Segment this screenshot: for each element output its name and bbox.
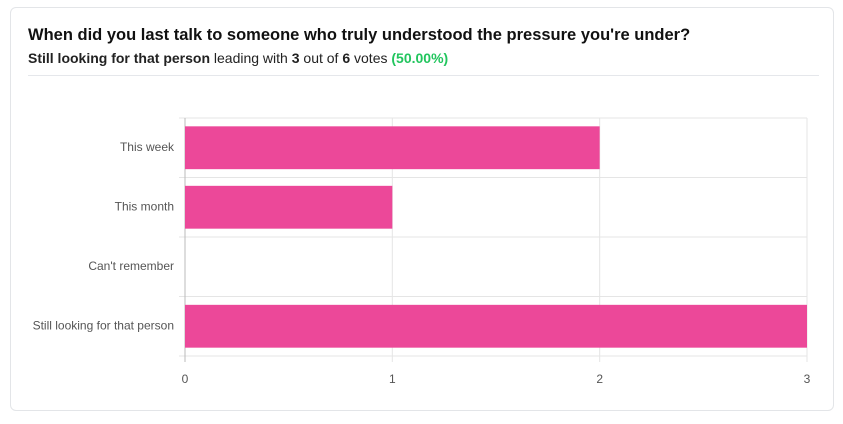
summary-text: out of (303, 50, 339, 66)
bar (185, 185, 393, 229)
x-tick-label: 0 (182, 372, 189, 386)
bar (185, 126, 600, 170)
poll-question: When did you last talk to someone who tr… (28, 26, 691, 44)
divider (28, 75, 819, 76)
x-tick-label: 2 (596, 372, 603, 386)
y-tick-label: This week (120, 140, 175, 154)
leader: Still looking for that person (28, 50, 210, 66)
y-tick-label: Still looking for that person (33, 318, 174, 332)
total-votes: 6 (342, 50, 351, 66)
poll-card: When did you last talk to someone who tr… (10, 7, 834, 411)
x-tick-label: 1 (389, 372, 396, 386)
y-tick-label: This month (115, 199, 174, 213)
leader-votes: 3 (291, 50, 300, 66)
summary-text: leading with (213, 50, 288, 66)
bar (185, 304, 807, 348)
summary-text: votes (354, 50, 388, 66)
percent: (50.00%) (391, 50, 449, 66)
y-tick-label: Can't remember (88, 259, 174, 273)
x-tick-label: 3 (804, 372, 811, 386)
poll-summary: Still looking for that person leading wi… (28, 50, 448, 66)
